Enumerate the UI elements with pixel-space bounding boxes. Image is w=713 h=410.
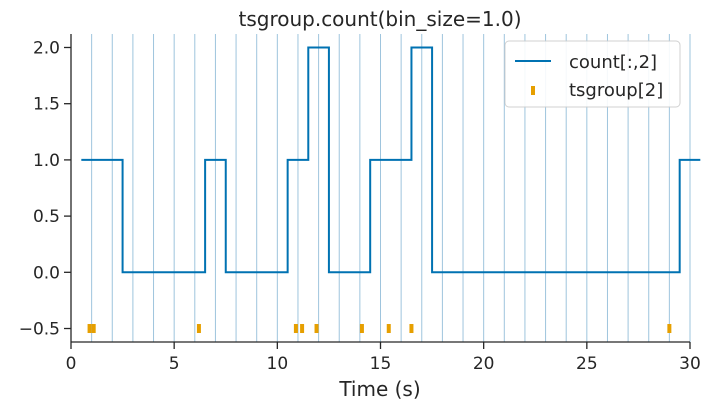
axes: 0 5 10 15 20 25 30 −0.5 0.0 0.5 1.0 1.5 2.0 [19,34,701,374]
x-tick-label: 15 [370,354,392,374]
spike-marker [91,324,96,334]
spike-marker [386,324,391,334]
x-tick-label: 0 [66,354,77,374]
y-tick-label: 1.0 [33,151,60,171]
y-tick-label: 2.0 [33,38,60,58]
legend-label: count[:,2] [569,52,657,73]
x-tick-label: 30 [679,354,701,374]
legend-marker-swatch [531,86,535,95]
y-tick-label: 0.5 [33,207,60,227]
x-tick-label: 5 [169,354,180,374]
bin-edge-lines [91,34,691,342]
y-tick-label: −0.5 [19,320,60,340]
spike-marker [196,324,201,334]
y-tick-label: 0.0 [33,263,60,283]
spike-marker [293,324,298,334]
x-tick-label: 20 [473,354,495,374]
x-axis-title: Time (s) [338,377,420,401]
legend-box [504,40,681,108]
chart-title: tsgroup.count(bin_size=1.0) [238,7,521,31]
legend: count[:,2] tsgroup[2] [504,40,681,108]
legend-label: tsgroup[2] [569,80,663,101]
spike-marker [314,324,319,334]
spike-marker [667,324,672,334]
count-step-line [81,46,701,274]
series-layer [81,46,701,334]
spike-marker [359,324,364,334]
spike-marker [87,324,92,334]
x-tick-label: 10 [267,354,289,374]
x-tick-label: 25 [576,354,598,374]
spike-marker [300,324,305,334]
spike-marker [409,324,414,334]
y-tick-label: 1.5 [33,95,60,115]
